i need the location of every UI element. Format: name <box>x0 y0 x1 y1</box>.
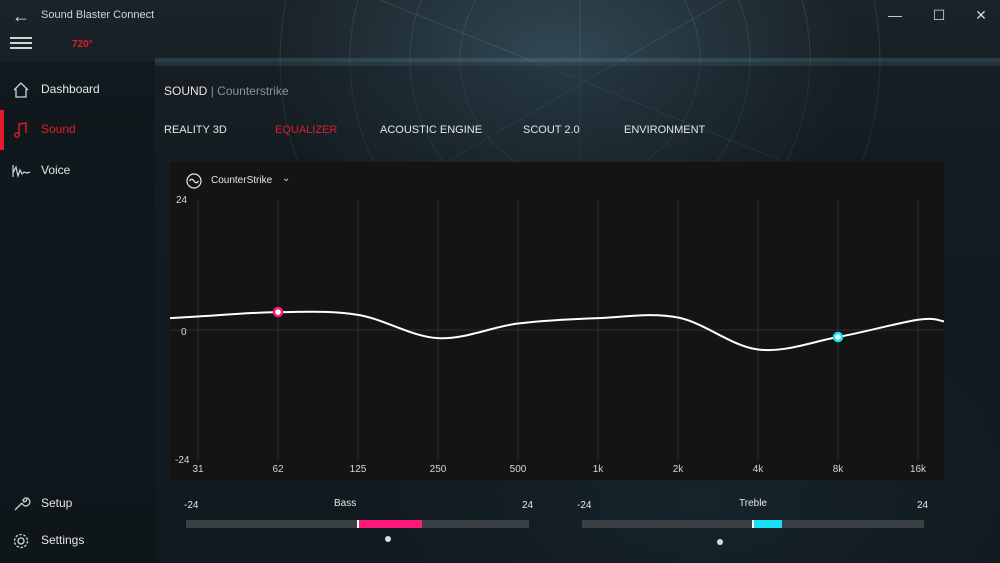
treble-max-label: 24 <box>917 500 929 511</box>
x-tick-label: 4k <box>752 464 764 475</box>
sidebar-item-label: Voice <box>41 163 71 177</box>
breadcrumb: SOUND | Counterstrike <box>164 84 289 98</box>
equalizer-graph[interactable] <box>170 162 944 480</box>
x-tick-label: 62 <box>272 464 284 475</box>
treble-eq-handle[interactable] <box>832 331 844 343</box>
tab-environment[interactable]: ENVIRONMENT <box>624 124 706 136</box>
y-tick-label: 0 <box>181 327 187 338</box>
hamburger-menu-icon[interactable] <box>10 37 32 51</box>
sidebar: Dashboard Sound Voice Setup Settings <box>0 62 155 563</box>
bass-max-label: 24 <box>522 500 534 511</box>
tab-reality-3d[interactable]: REALITY 3D <box>164 124 227 136</box>
app-title: Sound Blaster Connect <box>41 9 155 21</box>
breadcrumb-section: SOUND <box>164 84 208 98</box>
sidebar-item-label: Sound <box>41 122 76 136</box>
treble-slider-track[interactable] <box>582 520 924 528</box>
y-tick-label: -24 <box>175 455 190 466</box>
x-tick-label: 250 <box>429 464 447 475</box>
treble-slider-fill <box>753 520 782 528</box>
close-button[interactable]: ✕ <box>975 7 987 23</box>
x-tick-label: 31 <box>192 464 204 475</box>
x-tick-label: 2k <box>672 464 684 475</box>
back-arrow-icon[interactable]: ← <box>12 6 30 26</box>
breadcrumb-profile: Counterstrike <box>217 84 289 98</box>
treble-min-label: -24 <box>577 500 592 511</box>
bass-label: Bass <box>334 498 357 509</box>
sidebar-item-voice[interactable]: Voice <box>0 151 155 191</box>
sidebar-item-settings[interactable]: Settings <box>0 521 155 561</box>
voice-wave-icon <box>12 165 31 179</box>
bass-reset-dot[interactable] <box>385 536 391 542</box>
bass-min-label: -24 <box>184 500 199 511</box>
breadcrumb-separator: | <box>210 84 214 98</box>
x-tick-label: 8k <box>832 464 844 475</box>
bass-eq-handle[interactable] <box>272 306 284 318</box>
chevron-down-icon: ⌄ <box>282 173 291 184</box>
sidebar-item-label: Dashboard <box>41 82 100 96</box>
bass-slider-center-mark <box>356 520 359 528</box>
treble-reset-dot[interactable] <box>717 539 723 545</box>
preset-name: CounterStrike <box>211 175 273 186</box>
sidebar-item-setup[interactable]: Setup <box>0 484 155 524</box>
treble-slider-center-mark <box>752 520 754 528</box>
sidebar-item-label: Setup <box>41 496 73 510</box>
sidebar-item-dashboard[interactable]: Dashboard <box>0 70 155 110</box>
sidebar-item-sound[interactable]: Sound <box>0 110 155 150</box>
music-note-icon <box>14 122 27 138</box>
sidebar-item-label: Settings <box>41 533 85 547</box>
x-tick-label: 16k <box>909 464 927 475</box>
x-tick-label: 1k <box>592 464 604 475</box>
device-badge: 720° <box>72 39 93 50</box>
x-tick-label: 125 <box>349 464 367 475</box>
minimize-button[interactable]: — <box>888 7 902 23</box>
title-bar: ← Sound Blaster Connect — ☐ ✕ <box>0 0 1000 32</box>
x-tick-label: 500 <box>509 464 527 475</box>
eq-curve <box>170 310 944 352</box>
waveform-circle-icon <box>186 173 202 189</box>
wrench-icon <box>14 497 31 511</box>
tab-equalizer[interactable]: EQUALIZER <box>275 124 338 136</box>
y-tick-label: 24 <box>176 195 188 206</box>
home-icon <box>13 82 29 98</box>
gear-icon <box>13 533 29 549</box>
active-indicator <box>0 110 4 150</box>
maximize-button[interactable]: ☐ <box>932 7 946 23</box>
treble-label: Treble <box>739 498 767 509</box>
tab-scout[interactable]: SCOUT 2.0 <box>523 124 580 136</box>
bass-slider-track[interactable] <box>186 520 529 528</box>
bass-slider-fill <box>357 520 422 528</box>
tab-acoustic-engine[interactable]: ACOUSTIC ENGINE <box>380 124 483 136</box>
